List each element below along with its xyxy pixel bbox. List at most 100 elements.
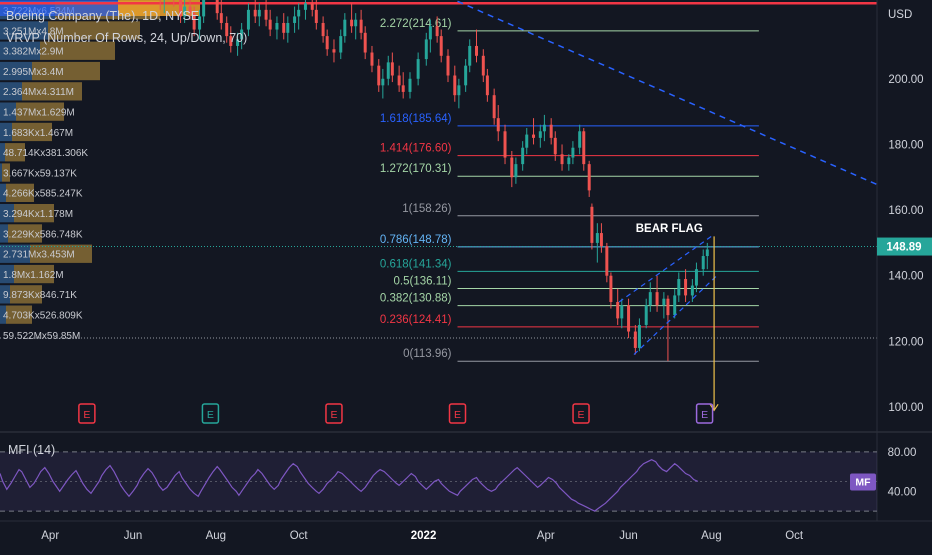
- candle-body: [567, 157, 571, 165]
- candle-body: [560, 154, 564, 165]
- fibonacci-level-label: 1.414(176.60): [380, 143, 452, 155]
- volume-profile-up-bar: [0, 264, 14, 284]
- fibonacci-ratio: 0.618: [380, 258, 409, 270]
- candle-body: [684, 279, 688, 296]
- fibonacci-level-label: 0(113.96): [403, 348, 452, 360]
- mfi-axis-tick: 40.00: [888, 486, 917, 498]
- volume-profile-down-bar: [5, 143, 25, 162]
- fibonacci-ratio: 0.786: [380, 234, 409, 246]
- candle-body: [435, 26, 439, 37]
- candle-body: [582, 131, 586, 165]
- volume-profile-down-bar: [48, 21, 140, 40]
- candle-body: [705, 249, 709, 257]
- fibonacci-price: (158.26): [409, 203, 452, 215]
- candle-body: [275, 22, 279, 30]
- candle-body: [666, 298, 670, 316]
- candle-body: [521, 147, 525, 165]
- candle-body: [609, 275, 613, 302]
- candle-body: [350, 19, 354, 27]
- volume-profile-down-bar: [32, 61, 100, 81]
- fibonacci-price: (124.41): [409, 314, 452, 326]
- candle-body: [198, 16, 202, 30]
- candle-body: [457, 85, 461, 96]
- price-axis-tick: 100.00: [888, 402, 923, 414]
- candle-body: [377, 65, 381, 86]
- candle-body: [514, 164, 518, 178]
- volume-profile-up-bar: [0, 244, 30, 263]
- fibonacci-level-label: 0.618(141.34): [380, 258, 452, 270]
- candle-body: [485, 75, 489, 96]
- candle-body: [370, 52, 374, 66]
- volume-profile-down-bar: [6, 305, 32, 324]
- price-axis-tick: 140.00: [888, 271, 923, 283]
- candle-body: [673, 295, 677, 316]
- candle-body: [179, 0, 183, 17]
- volume-profile-up-bar: [0, 204, 14, 223]
- candle-body: [424, 39, 428, 60]
- fibonacci-price: (185.64): [409, 113, 452, 125]
- candle-body: [644, 305, 648, 325]
- candle-body: [229, 36, 233, 46]
- candle-body: [428, 26, 432, 40]
- fibonacci-level-label: 1(158.26): [402, 203, 451, 215]
- candle-body: [599, 233, 603, 247]
- candle-body: [282, 22, 286, 33]
- volume-profile-down-bar: [2, 163, 10, 182]
- earnings-marker: [78, 403, 96, 424]
- candle-body: [532, 134, 536, 138]
- candle-body: [616, 301, 620, 319]
- candle-body: [390, 62, 394, 76]
- last-price-tag: [877, 237, 932, 256]
- volume-profile-label: 4.266Kx585.247K: [3, 189, 83, 200]
- symbol-title[interactable]: Boeing Company (The), 1D, NYSE: [6, 9, 200, 23]
- volume-profile-up-bar: [0, 143, 5, 162]
- price-axis-tick: 120.00: [888, 336, 923, 348]
- candle-body: [690, 285, 694, 296]
- candle-body: [192, 13, 196, 30]
- volume-profile-down-bar: [10, 285, 42, 304]
- volume-profile-down-bar: [8, 224, 42, 243]
- candle-body: [408, 78, 412, 92]
- volume-profile-label: 3.667Kx59.137K: [3, 168, 77, 179]
- candle-body: [605, 246, 609, 276]
- candle-body: [215, 0, 219, 14]
- indicator-legend[interactable]: VRVP (Number Of Rows, 24, Up/Down, 70): [6, 31, 248, 45]
- volume-profile-up-bar: [0, 224, 8, 243]
- volume-profile-up-bar: [0, 285, 10, 304]
- candle-body: [627, 305, 631, 332]
- mfi-line: [0, 459, 699, 512]
- price-axis-tick: 160.00: [888, 205, 923, 217]
- fibonacci-ratio: 0.5: [394, 275, 410, 287]
- volume-profile-up-bar: [0, 305, 6, 324]
- volume-profile-down-bar: [40, 41, 115, 60]
- volume-profile-label: 1.437Mx1.629M: [3, 108, 75, 119]
- bear-flag-label: BEAR FLAG: [636, 223, 703, 235]
- candle-body: [525, 134, 529, 148]
- candle-body: [553, 137, 557, 155]
- candle-body: [246, 9, 250, 30]
- fibonacci-ratio: 0.236: [380, 314, 409, 326]
- candle-body: [492, 95, 496, 119]
- time-axis-tick: Apr: [537, 530, 555, 542]
- candle-body: [219, 13, 223, 23]
- earnings-marker: [695, 403, 714, 424]
- mfi-legend[interactable]: MFI (14): [8, 443, 56, 457]
- volume-profile-label: 3.251Mx4.8M: [3, 26, 64, 37]
- candle-body: [303, 3, 307, 10]
- volume-profile-down-bar: [14, 204, 54, 223]
- earnings-marker-label: E: [330, 409, 337, 421]
- time-axis-tick: Aug: [206, 530, 226, 542]
- fibonacci-price: (113.96): [410, 348, 452, 360]
- earnings-marker: [325, 403, 343, 424]
- candle-body: [578, 131, 582, 148]
- candle-body: [633, 331, 637, 348]
- candle-body: [571, 147, 575, 158]
- candle-body: [343, 19, 347, 37]
- candle-body: [464, 65, 468, 86]
- volume-profile-label: 2.995Mx3.4M: [3, 67, 64, 78]
- candle-body: [510, 157, 514, 178]
- candle-body: [694, 269, 698, 286]
- fibonacci-price: (148.78): [409, 234, 452, 246]
- volume-profile-label: 4.703Kx526.809K: [3, 311, 83, 322]
- earnings-marker-label: E: [701, 409, 708, 421]
